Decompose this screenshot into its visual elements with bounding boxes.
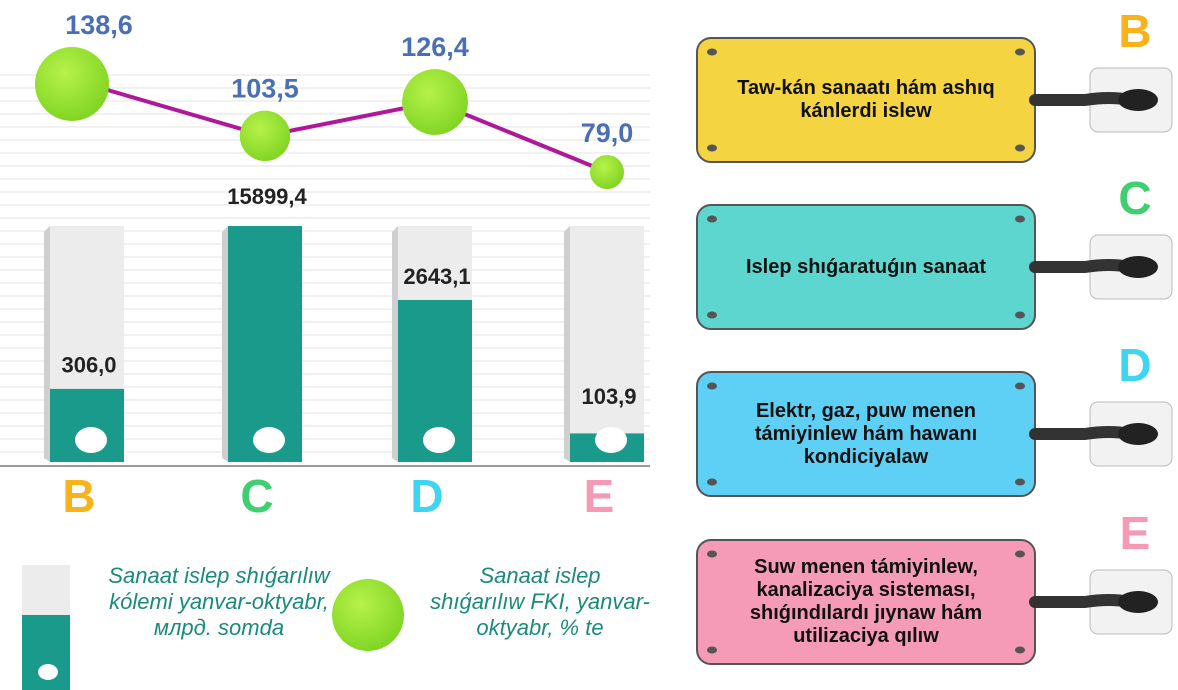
card-rivet: [1015, 382, 1025, 390]
legend-label: Sanaat islep shıǵarılıw kólemi yanvar-ok…: [108, 563, 330, 640]
bubble: [239, 110, 291, 162]
card-rivet: [707, 382, 717, 390]
bar-side: [392, 226, 398, 462]
bubble-value-label: 79,0: [581, 118, 634, 148]
card-rivet: [707, 48, 717, 56]
bubble-value-label: 126,4: [401, 32, 469, 62]
bar: [228, 226, 302, 462]
plug-head: [1118, 89, 1158, 111]
category-label: D: [410, 470, 443, 522]
card-rivet: [707, 215, 717, 223]
sector-letter: D: [1118, 339, 1151, 391]
legend-bar-hole: [38, 664, 58, 680]
card-rivet: [1015, 550, 1025, 558]
card-rivet: [707, 550, 717, 558]
plug-head: [1118, 591, 1158, 613]
legend-bubble: [332, 579, 404, 651]
plug-cord: [1029, 426, 1136, 440]
bar-side: [44, 226, 50, 462]
bubble-value-label: 103,5: [231, 74, 299, 104]
card-rivet: [707, 311, 717, 319]
bubble-value-label: 138,6: [65, 10, 133, 40]
background-grid: [0, 74, 650, 453]
card-rivet: [707, 646, 717, 654]
legend-label: Sanaat islep shıǵarılıw FKI, yanvar-okty…: [430, 563, 650, 640]
category-label: C: [240, 470, 273, 522]
sector-letter: E: [1120, 507, 1151, 559]
plug-cord: [1029, 92, 1136, 106]
bar-value-label: 103,9: [581, 384, 636, 409]
bar-side: [564, 226, 570, 462]
category-label: B: [62, 470, 95, 522]
plug-cord: [1029, 259, 1136, 273]
plug-head: [1118, 423, 1158, 445]
bar-hole: [423, 427, 455, 453]
sector-label: Elektr, gaz, puw menen támiyinlew hám ha…: [754, 399, 978, 468]
card-rivet: [1015, 215, 1025, 223]
line: [86, 82, 608, 174]
sector-label: Islep shıǵaratuǵın sanaat: [745, 255, 987, 278]
sector-letter: C: [1118, 172, 1151, 224]
card-rivet: [1015, 144, 1025, 152]
bubble: [402, 69, 468, 135]
bar-value-label: 15899,4: [227, 184, 307, 209]
bar-track: [570, 226, 644, 462]
sector-label: Suw menen támiyinlew, kanalizaciya siste…: [749, 556, 983, 647]
bubble: [590, 155, 624, 189]
category-label: E: [584, 470, 615, 522]
card-rivet: [1015, 478, 1025, 486]
bar-hole: [595, 427, 627, 453]
card-rivet: [707, 144, 717, 152]
card-rivet: [707, 478, 717, 486]
card-rivet: [1015, 311, 1025, 319]
bubble: [35, 47, 109, 121]
plug-cord: [1029, 594, 1136, 608]
bar-hole: [253, 427, 285, 453]
sector-label: Taw-kán sanaatı hám ashıq kánlerdi islew: [737, 77, 995, 122]
card-rivet: [1015, 48, 1025, 56]
bar-hole: [75, 427, 107, 453]
bar-value-label: 306,0: [61, 353, 116, 378]
bar-side: [222, 226, 228, 462]
card-rivet: [1015, 646, 1025, 654]
bar-value-label: 2643,1: [403, 264, 470, 289]
plug-head: [1118, 256, 1158, 278]
sector-letter: B: [1118, 5, 1151, 57]
